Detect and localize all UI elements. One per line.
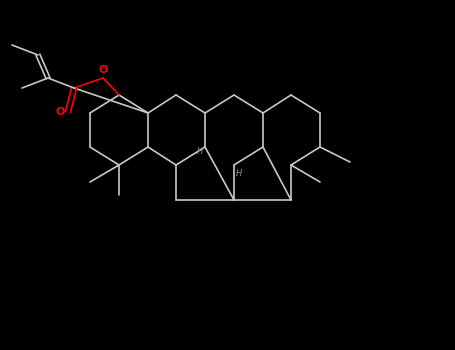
Text: O: O (56, 107, 65, 117)
Text: H: H (197, 147, 203, 156)
Text: H: H (236, 168, 242, 177)
Text: O: O (98, 65, 108, 75)
